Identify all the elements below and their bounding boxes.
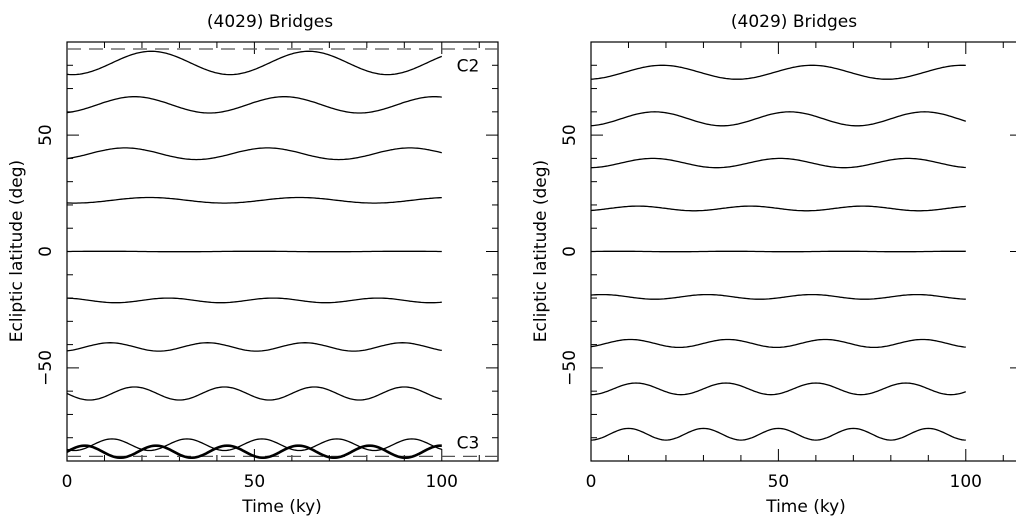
left-x-tick-label: 50: [244, 472, 266, 492]
right-x-axis-label: Time (ky): [765, 497, 846, 517]
left-x-tick-label: 100: [426, 472, 458, 492]
left-y-tick-labels: −50 0 50: [36, 124, 56, 386]
right-series-line-3: [590, 157, 966, 169]
left-series-line-10: [66, 444, 442, 460]
left-annotation-c3: C3: [457, 433, 480, 453]
right-x-tick-label: 0: [586, 472, 597, 492]
left-series-line-2: [66, 96, 442, 114]
left-series-line-7: [66, 342, 442, 352]
right-y-axis-label: Ecliptic latitude (deg): [531, 160, 551, 342]
right-ticks: [590, 41, 1016, 462]
right-series-line-9: [590, 427, 966, 441]
left-series-line-6: [66, 297, 442, 304]
left-series-line-8: [66, 386, 442, 401]
left-ticks: [66, 41, 498, 462]
right-series-line-8: [590, 382, 967, 396]
right-x-tick-label: 100: [950, 472, 982, 492]
left-x-tick-label: 0: [62, 472, 73, 492]
left-series-line-4: [66, 196, 442, 204]
right-y-tick-labels: −50 0 50: [560, 124, 580, 386]
right-series-group: [590, 64, 967, 441]
left-series-group: [66, 50, 443, 460]
left-y-tick-label: 0: [36, 246, 56, 257]
right-y-tick-label: 50: [560, 124, 580, 146]
left-series-line-3: [66, 147, 442, 161]
left-y-tick-label: −50: [36, 350, 56, 386]
left-annotation-c2: C2: [457, 56, 480, 76]
left-series-line-9: [66, 438, 442, 452]
right-x-tick-labels: 0 50 100: [586, 472, 982, 492]
left-annotations: C2 C3: [457, 56, 480, 453]
left-series-line-1: [66, 50, 443, 76]
right-x-tick-label: 50: [768, 472, 790, 492]
right-panel: (4029) Bridges 0 50 100 −50 0 50 Time (ky) E…: [531, 12, 1016, 517]
right-series-line-2: [590, 111, 966, 127]
right-series-line-4: [590, 205, 966, 212]
left-panel: (4029) Bridges 0 50 100 −50 0 50 C2 C3 Time (…: [7, 12, 499, 517]
left-reference-lines: [67, 48, 498, 457]
left-chart-title: (4029) Bridges: [207, 12, 333, 32]
left-y-tick-label: 50: [36, 124, 56, 146]
right-series-line-1: [590, 64, 966, 80]
right-series-line-6: [590, 293, 966, 300]
right-y-tick-label: −50: [560, 350, 580, 386]
right-y-tick-label: 0: [560, 246, 580, 257]
left-x-axis-label: Time (ky): [241, 497, 322, 517]
left-x-tick-labels: 0 50 100: [62, 472, 458, 492]
left-y-axis-label: Ecliptic latitude (deg): [7, 160, 27, 342]
right-series-line-7: [590, 338, 966, 349]
right-chart-title: (4029) Bridges: [731, 12, 857, 32]
